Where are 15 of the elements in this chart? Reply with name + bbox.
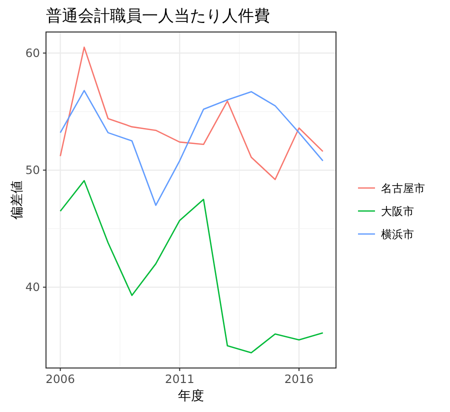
line-series bbox=[60, 46, 324, 180]
x-tick-label: 2006 bbox=[46, 372, 75, 386]
line-series bbox=[60, 90, 324, 206]
x-tick-label: 2016 bbox=[284, 372, 314, 386]
legend-label: 横浜市 bbox=[381, 228, 414, 241]
x-tick-label: 2011 bbox=[165, 372, 194, 386]
x-axis-title: 年度 bbox=[178, 388, 204, 404]
y-tick-label: 40 bbox=[25, 280, 40, 294]
y-tick-label: 50 bbox=[25, 163, 40, 178]
y-tick-label: 60 bbox=[25, 46, 40, 60]
y-axis-title: 偏差値 bbox=[10, 180, 25, 220]
legend-label: 大阪市 bbox=[381, 205, 414, 218]
legend-label: 名古屋市 bbox=[381, 182, 425, 195]
line-series bbox=[60, 180, 324, 354]
chart-title: 普通会計職員一人当たり人件費 bbox=[46, 6, 270, 25]
